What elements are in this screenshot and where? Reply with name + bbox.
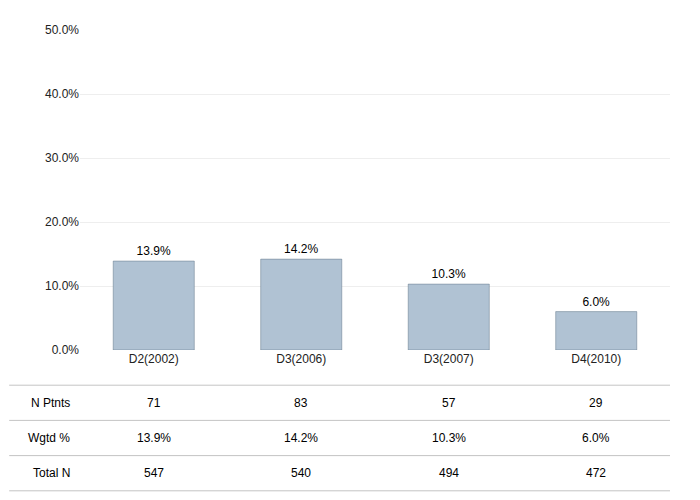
svg-text:D3(2007): D3(2007) — [424, 352, 474, 366]
svg-text:D3(2006): D3(2006) — [276, 352, 326, 366]
svg-text:30.0%: 30.0% — [45, 151, 79, 165]
svg-text:83: 83 — [294, 396, 308, 410]
svg-text:D4(2010): D4(2010) — [571, 352, 621, 366]
svg-text:547: 547 — [144, 466, 164, 480]
svg-text:472: 472 — [586, 466, 606, 480]
svg-text:71: 71 — [147, 396, 161, 410]
svg-text:494: 494 — [439, 466, 459, 480]
svg-text:20.0%: 20.0% — [45, 215, 79, 229]
svg-text:13.9%: 13.9% — [137, 244, 171, 258]
svg-text:29: 29 — [589, 396, 603, 410]
svg-text:10.3%: 10.3% — [432, 267, 466, 281]
svg-text:13.9%: 13.9% — [137, 431, 171, 445]
svg-text:10.0%: 10.0% — [45, 279, 79, 293]
svg-text:57: 57 — [442, 396, 456, 410]
svg-text:0.0%: 0.0% — [52, 343, 80, 357]
svg-text:14.2%: 14.2% — [284, 431, 318, 445]
svg-text:50.0%: 50.0% — [45, 23, 79, 37]
svg-text:540: 540 — [291, 466, 311, 480]
svg-text:D2(2002): D2(2002) — [129, 352, 179, 366]
svg-text:40.0%: 40.0% — [45, 87, 79, 101]
svg-text:Wgtd %: Wgtd % — [28, 431, 70, 445]
svg-text:N Ptnts: N Ptnts — [31, 396, 70, 410]
svg-text:10.3%: 10.3% — [432, 431, 466, 445]
svg-text:6.0%: 6.0% — [582, 295, 610, 309]
svg-text:6.0%: 6.0% — [582, 431, 610, 445]
svg-text:14.2%: 14.2% — [284, 242, 318, 256]
svg-text:Total N: Total N — [33, 466, 70, 480]
